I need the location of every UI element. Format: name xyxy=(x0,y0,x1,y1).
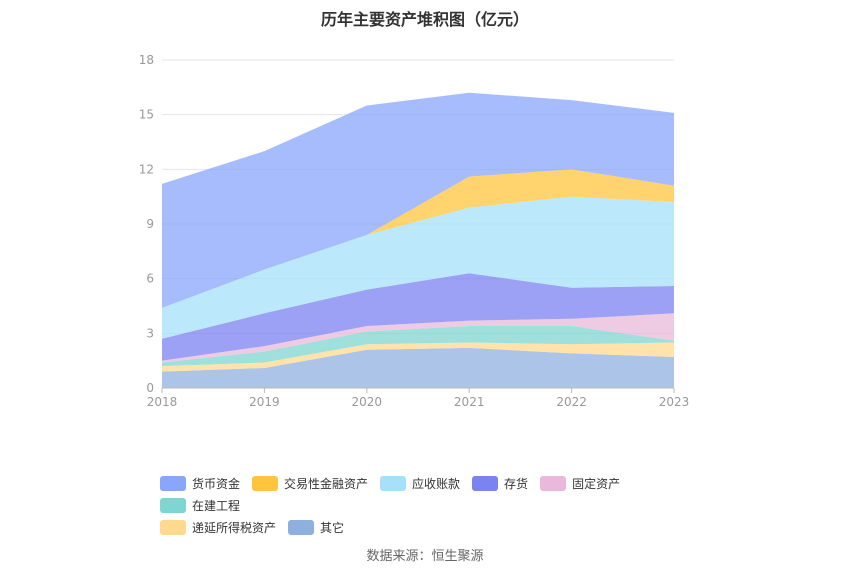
legend-item[interactable]: 应收账款 xyxy=(380,472,460,494)
source-note: 数据来源：恒生聚源 xyxy=(366,549,484,564)
legend-row-1: 货币资金 交易性金融资产 应收账款 存货 固定资产在建工程 xyxy=(160,472,720,516)
x-tick-label: 2019 xyxy=(249,395,280,409)
y-tick-label: 18 xyxy=(139,53,154,67)
legend-item[interactable]: 交易性金融资产 xyxy=(252,472,368,494)
area-递延所得税资产 xyxy=(162,342,674,372)
legend-label: 递延所得税资产 xyxy=(192,520,277,535)
legend-swatch xyxy=(472,475,499,491)
x-tick-label: 2022 xyxy=(556,395,587,409)
legend-item[interactable]: 存货 xyxy=(472,472,528,494)
legend-swatch xyxy=(540,475,567,491)
legend-label: 货币资金 xyxy=(192,476,241,491)
area-固定资产 xyxy=(162,313,674,363)
stacked-area-chart: 0 3 6 9 12 15 18 2018 2019 2020 2021 2022 2023 xyxy=(139,53,690,409)
y-tick-label: 6 xyxy=(146,272,154,286)
legend-item[interactable]: 货币资金 xyxy=(160,472,240,494)
x-tick-label: 2023 xyxy=(659,395,690,409)
legend-item[interactable]: 在建工程 xyxy=(160,494,240,516)
legend-item[interactable]: 固定资产 xyxy=(540,472,620,494)
y-tick-label: 12 xyxy=(139,162,154,176)
legend-swatch xyxy=(160,497,186,513)
legend-swatch xyxy=(160,475,186,491)
area-series xyxy=(162,92,674,388)
area-存货 xyxy=(162,273,674,361)
x-tick-label: 2018 xyxy=(147,395,178,409)
y-tick-label: 0 xyxy=(146,381,154,395)
legend-row-2: 递延所得税资产 其它 xyxy=(160,516,720,538)
x-tick-label: 2020 xyxy=(352,395,383,409)
legend-label: 固定资产 xyxy=(572,476,621,491)
legend-item[interactable]: 其它 xyxy=(288,516,344,538)
legend-swatch xyxy=(160,519,186,535)
legend-item[interactable]: 递延所得税资产 xyxy=(160,516,276,538)
legend-swatch xyxy=(288,519,315,535)
legend-swatch xyxy=(380,475,407,491)
legend-swatch xyxy=(252,475,279,491)
legend: 货币资金 交易性金融资产 应收账款 存货 固定资产在建工程 递延所得税资产 其它 xyxy=(160,472,720,538)
area-货币资金 xyxy=(162,92,674,308)
area-应收账款 xyxy=(162,196,674,339)
area-其它 xyxy=(162,347,674,388)
y-tick-label: 3 xyxy=(146,326,154,340)
axes: 2018 2019 2020 2021 2022 2023 xyxy=(147,387,690,409)
x-tick-label: 2021 xyxy=(454,395,485,409)
area-在建工程 xyxy=(162,326,674,367)
area-交易性金融资产 xyxy=(162,169,674,308)
legend-label: 应收账款 xyxy=(412,476,461,491)
y-tick-label: 9 xyxy=(146,217,154,231)
y-tick-label: 15 xyxy=(139,108,154,122)
legend-label: 其它 xyxy=(320,520,345,535)
legend-label: 交易性金融资产 xyxy=(284,476,369,491)
legend-label: 存货 xyxy=(504,476,529,491)
chart-title: 历年主要资产堆积图（亿元） xyxy=(320,10,529,29)
legend-label: 在建工程 xyxy=(192,498,241,513)
